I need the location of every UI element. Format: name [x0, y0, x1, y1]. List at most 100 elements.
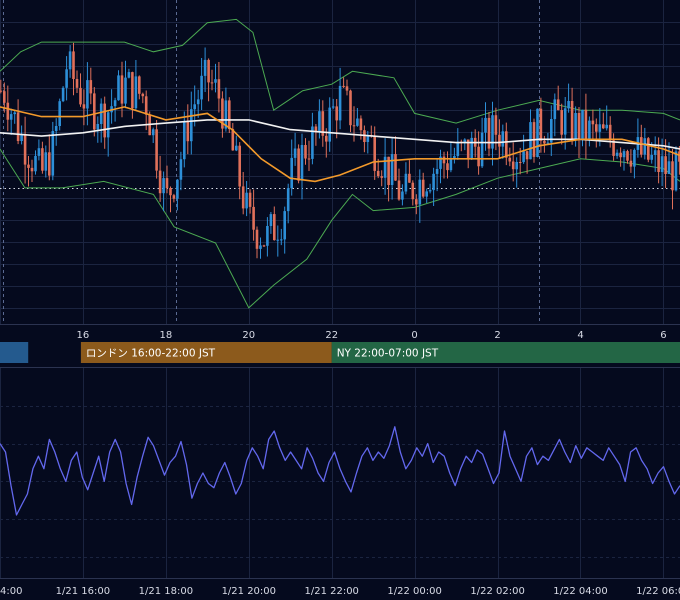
candle-body: [37, 148, 41, 156]
candle-body: [577, 113, 581, 140]
candle-body: [179, 159, 183, 180]
oscillator-panel: [0, 368, 680, 578]
candle-body: [252, 206, 255, 230]
candle-body: [342, 85, 345, 87]
candle-body: [401, 191, 404, 200]
session-label: ロンドン 16:00-22:00 JST: [86, 348, 216, 360]
candle-body: [144, 96, 148, 115]
candle-body: [238, 145, 241, 187]
candle-body: [595, 124, 598, 132]
date-tick-label: 4:00: [0, 586, 22, 597]
candle-body: [591, 120, 595, 125]
candle-body: [193, 104, 196, 110]
candle-body: [58, 101, 61, 126]
candle-body: [0, 90, 3, 92]
candle-body: [356, 118, 359, 126]
candle-body: [366, 135, 370, 142]
candle-body: [612, 140, 615, 156]
candle-body: [93, 93, 96, 130]
candle-body: [418, 179, 422, 205]
candle-body: [51, 131, 55, 176]
hour-tick-label: 18: [160, 330, 173, 341]
candle-body: [598, 124, 602, 132]
candle-body: [660, 156, 664, 172]
bollinger-upper: [0, 18, 680, 124]
candle-body: [349, 90, 352, 126]
hour-tick-label: 0: [411, 330, 417, 341]
candle-body: [477, 146, 480, 167]
candle-body: [68, 51, 72, 70]
candle-body: [449, 159, 453, 171]
candle-body: [626, 151, 629, 161]
candle-body: [290, 157, 293, 189]
candle-body: [390, 154, 394, 185]
candle-body: [6, 102, 10, 120]
candle-body: [183, 121, 186, 160]
candle-body: [221, 98, 224, 129]
candle-body: [207, 59, 210, 83]
candle-body: [425, 191, 428, 197]
candle-body: [151, 129, 155, 136]
candle-body: [408, 173, 411, 183]
candle-body: [141, 93, 145, 97]
candle-body: [359, 118, 363, 131]
candle-body: [432, 173, 435, 191]
candle-body: [491, 115, 494, 149]
candle-body: [255, 229, 259, 249]
candle-body: [518, 162, 522, 163]
candle-body: [415, 199, 418, 205]
candle-body: [65, 69, 68, 88]
candle-body: [23, 135, 27, 165]
candle-body: [487, 117, 491, 149]
candle-body: [428, 190, 432, 192]
candle-body: [484, 117, 487, 133]
candle-body: [446, 163, 449, 171]
candle-body: [373, 135, 376, 171]
candle-body: [203, 59, 207, 76]
candle-body: [678, 151, 680, 162]
candle-body: [387, 156, 390, 185]
candle-body: [615, 152, 619, 156]
candle-body: [162, 178, 165, 194]
candle-body: [338, 85, 342, 121]
candle-body: [44, 152, 48, 171]
candle-body: [224, 100, 228, 129]
candle-body: [501, 131, 505, 147]
candle-body: [241, 186, 245, 209]
candle-body: [633, 149, 636, 167]
candle-body: [588, 120, 591, 140]
candle-body: [404, 173, 408, 192]
candle-body: [643, 138, 647, 155]
candle-body: [522, 151, 525, 163]
candle-body: [647, 138, 650, 160]
candle-body: [318, 111, 321, 133]
candle-body: [442, 156, 446, 164]
candle-body: [397, 180, 401, 200]
candle-body: [273, 214, 276, 241]
candle-body: [536, 108, 539, 157]
candle-body: [89, 80, 93, 94]
candle-body: [172, 195, 176, 199]
date-tick-label: 1/21 16:00: [56, 586, 110, 597]
candle-body: [674, 151, 678, 191]
candle-body: [335, 106, 338, 121]
candle-body: [394, 154, 397, 181]
candle-body: [584, 109, 588, 140]
candle-body: [259, 245, 262, 249]
date-tick-label: 1/21 22:00: [304, 586, 358, 597]
candle-body: [671, 161, 674, 191]
candle-body: [20, 135, 23, 141]
candle-body: [543, 140, 546, 144]
candle-body: [553, 99, 557, 120]
date-tick-label: 1/22 06:00: [636, 586, 680, 597]
date-tick-label: 1/22 04:00: [553, 586, 607, 597]
candle-body: [176, 179, 179, 199]
session-block: [0, 342, 29, 363]
candle-body: [99, 103, 103, 124]
oscillator-line: [0, 426, 680, 516]
candle-body: [657, 150, 660, 172]
candle-body: [456, 141, 460, 156]
candle-body: [131, 72, 134, 109]
price-grid: [0, 0, 680, 324]
candle-body: [27, 164, 30, 168]
